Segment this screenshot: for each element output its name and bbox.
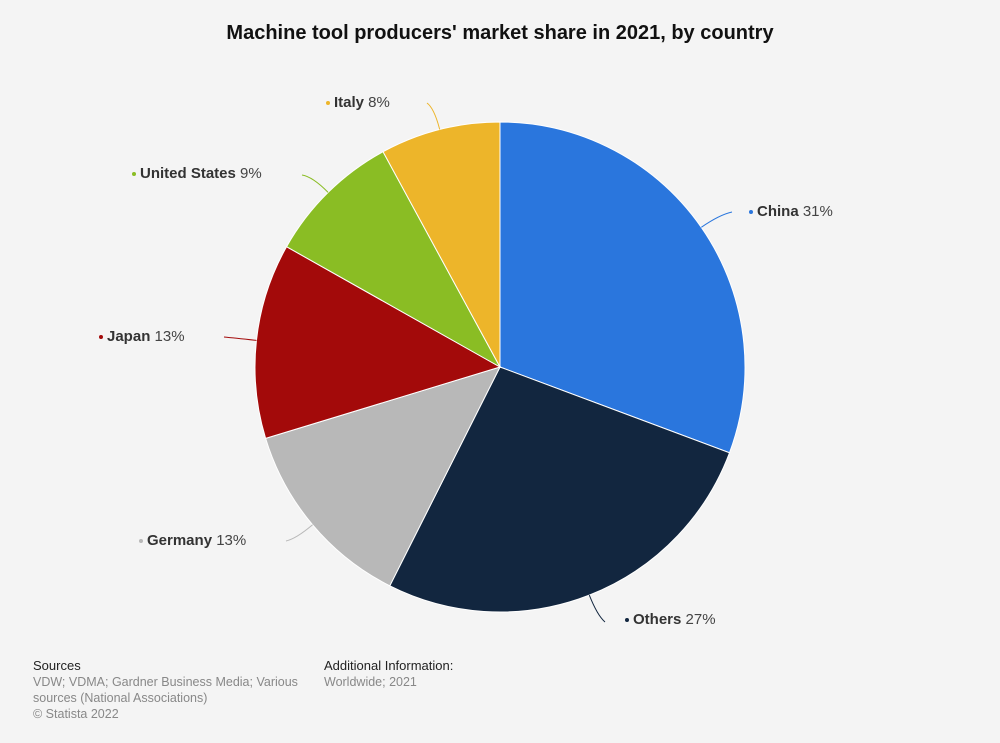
additional-info-text: Worldwide; 2021: [324, 675, 417, 689]
pie-slice-china[interactable]: [499, 121, 746, 454]
slice-label-name: China: [757, 203, 799, 220]
slice-labels: China 31%Others 27%Germany 13%Japan 13%U…: [99, 94, 833, 628]
connector-china: [701, 211, 733, 228]
slice-label-others: Others 27%: [633, 611, 716, 628]
connector-others: [588, 594, 606, 623]
legend-dot-others: [625, 618, 629, 622]
legend-dot-china: [749, 210, 753, 214]
chart-title: Machine tool producers' market share in …: [226, 22, 774, 44]
slice-label-china: China 31%: [757, 203, 833, 220]
slice-label-name: Germany: [147, 532, 213, 549]
slice-label-name: Japan: [107, 328, 150, 345]
pie-slice-united-states[interactable]: [285, 151, 502, 369]
slice-label-name: Italy: [334, 94, 365, 111]
slice-label-value: 13%: [150, 328, 184, 345]
slice-label-value: 31%: [799, 203, 833, 220]
legend-dot-japan: [99, 335, 103, 339]
additional-info-heading: Additional Information:: [324, 658, 454, 673]
copyright-text: © Statista 2022: [33, 707, 119, 721]
legend-dot-united-states: [132, 172, 136, 176]
legend-dot-italy: [326, 101, 330, 105]
slice-label-name: United States: [140, 165, 236, 182]
connector-italy: [426, 102, 441, 130]
sources-text: VDW; VDMA; Gardner Business Media; Vario…: [33, 675, 298, 705]
pie-slice-italy[interactable]: [382, 121, 501, 368]
slice-label-germany: Germany 13%: [147, 532, 246, 549]
sources-heading: Sources: [33, 658, 81, 673]
slice-label-value: 13%: [212, 532, 246, 549]
slice-label-italy: Italy 8%: [334, 94, 390, 111]
additional-info-block: Additional Information: Worldwide; 2021: [324, 658, 624, 690]
connector-united-states: [301, 174, 329, 193]
slice-label-united-states: United States 9%: [140, 165, 262, 182]
connector-germany: [285, 524, 313, 542]
slice-label-japan: Japan 13%: [107, 328, 185, 345]
sources-block: Sources VDW; VDMA; Gardner Business Medi…: [33, 658, 313, 722]
legend-dot-germany: [139, 539, 143, 543]
slice-label-value: 27%: [681, 611, 715, 628]
pie-slices: [254, 121, 746, 613]
slice-label-value: 9%: [236, 165, 262, 182]
connector-japan: [223, 336, 257, 341]
slice-label-value: 8%: [364, 94, 390, 111]
slice-label-name: Others: [633, 611, 681, 628]
label-connectors: [223, 102, 733, 623]
